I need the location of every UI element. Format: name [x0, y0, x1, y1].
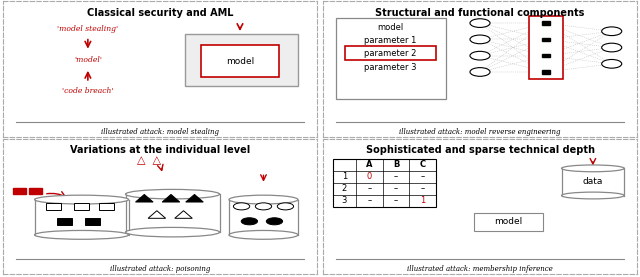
Text: Structural and functional components: Structural and functional components — [375, 8, 585, 18]
Ellipse shape — [229, 230, 298, 239]
Text: B: B — [393, 160, 399, 169]
Circle shape — [470, 51, 490, 60]
Ellipse shape — [561, 192, 624, 199]
Text: –: – — [367, 196, 372, 205]
Circle shape — [241, 218, 257, 225]
Text: model: model — [226, 57, 254, 66]
Bar — [13, 188, 26, 194]
Bar — [29, 188, 42, 194]
Text: A: A — [366, 160, 372, 169]
Text: –: – — [420, 184, 425, 193]
Text: 2: 2 — [342, 184, 347, 193]
Bar — [57, 218, 72, 225]
FancyBboxPatch shape — [474, 213, 543, 231]
Polygon shape — [175, 211, 192, 218]
Text: parameter 2: parameter 2 — [364, 49, 417, 58]
Text: illustrated attack: membership inference: illustrated attack: membership inference — [407, 265, 553, 273]
FancyBboxPatch shape — [201, 45, 279, 77]
Text: model: model — [494, 217, 522, 227]
Text: Variations at the individual level: Variations at the individual level — [70, 145, 250, 155]
Ellipse shape — [35, 195, 129, 204]
Text: illustrated attack: model stealing: illustrated attack: model stealing — [101, 128, 219, 136]
Polygon shape — [136, 194, 153, 202]
Circle shape — [602, 60, 621, 68]
Bar — [125, 194, 220, 232]
Ellipse shape — [125, 189, 220, 199]
Bar — [333, 159, 436, 207]
Bar — [542, 21, 550, 25]
Bar — [85, 218, 100, 225]
Circle shape — [470, 68, 490, 76]
Text: parameter 1: parameter 1 — [364, 36, 417, 45]
Bar — [542, 38, 550, 41]
Bar — [35, 199, 129, 235]
Circle shape — [277, 203, 294, 210]
FancyBboxPatch shape — [529, 16, 563, 79]
Text: –: – — [367, 184, 372, 193]
Circle shape — [266, 218, 283, 225]
Bar — [542, 70, 550, 74]
Ellipse shape — [125, 227, 220, 237]
Text: –: – — [394, 196, 398, 205]
Text: 'code breach': 'code breach' — [62, 87, 114, 95]
Circle shape — [470, 19, 490, 27]
Circle shape — [255, 203, 271, 210]
FancyBboxPatch shape — [185, 34, 298, 86]
Bar — [542, 54, 550, 57]
Text: illustrated attack: model reverse engineering: illustrated attack: model reverse engine… — [399, 128, 561, 136]
Bar — [46, 203, 61, 210]
Ellipse shape — [35, 230, 129, 239]
Circle shape — [470, 35, 490, 44]
Text: Classical security and AML: Classical security and AML — [87, 8, 233, 18]
FancyBboxPatch shape — [345, 46, 436, 60]
Text: 'model': 'model' — [74, 56, 102, 64]
Text: C: C — [420, 160, 426, 169]
Bar — [74, 203, 89, 210]
Text: –: – — [420, 172, 425, 181]
Text: data: data — [582, 178, 603, 186]
Bar — [561, 168, 624, 196]
Text: 3: 3 — [342, 196, 347, 205]
Circle shape — [602, 43, 621, 52]
Ellipse shape — [561, 165, 624, 172]
Text: –: – — [394, 184, 398, 193]
Text: –: – — [394, 172, 398, 181]
Circle shape — [602, 27, 621, 35]
Polygon shape — [186, 194, 204, 202]
Text: parameter 3: parameter 3 — [364, 63, 417, 72]
Text: 0: 0 — [367, 172, 372, 181]
Text: 1: 1 — [420, 196, 426, 205]
Text: illustrated attack: poisoning: illustrated attack: poisoning — [110, 265, 210, 273]
Text: 'model stealing': 'model stealing' — [58, 25, 118, 32]
Polygon shape — [162, 194, 180, 202]
Text: 1: 1 — [342, 172, 347, 181]
Bar — [229, 199, 298, 235]
Ellipse shape — [229, 195, 298, 204]
Bar — [99, 203, 114, 210]
FancyBboxPatch shape — [336, 18, 445, 99]
Text: Sophisticated and sparse technical depth: Sophisticated and sparse technical depth — [365, 145, 595, 155]
Polygon shape — [148, 211, 166, 218]
Text: △  △: △ △ — [137, 155, 161, 165]
Circle shape — [234, 203, 250, 210]
Text: model: model — [378, 23, 404, 32]
